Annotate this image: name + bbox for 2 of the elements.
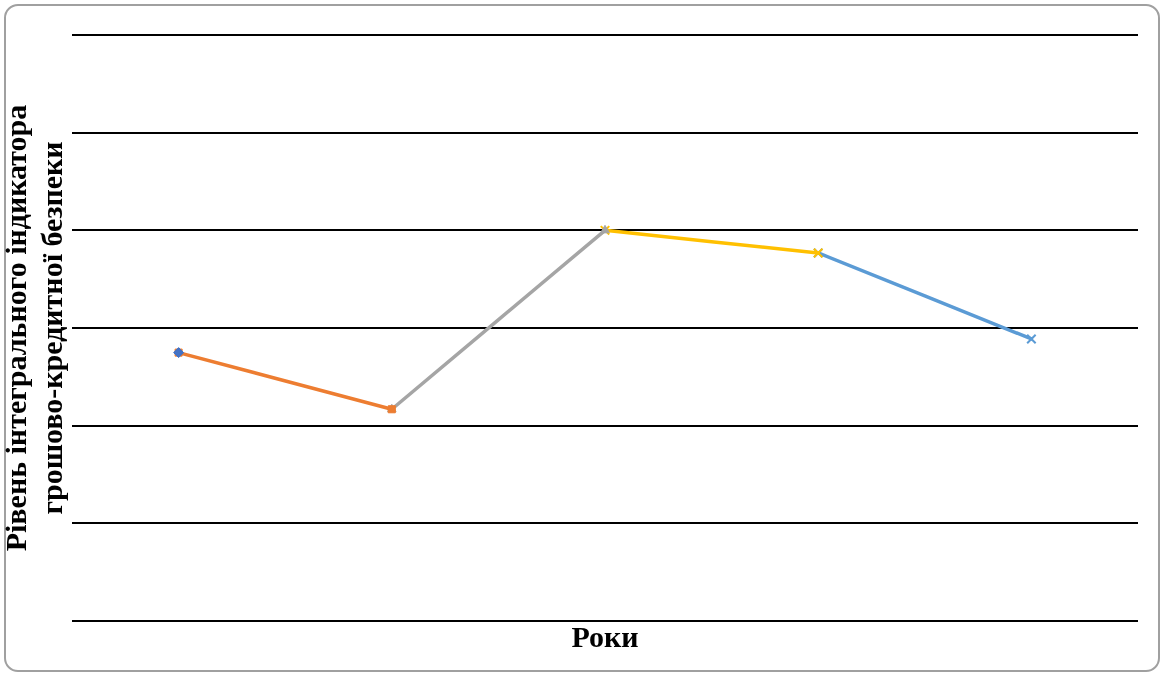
y-axis-title: Рівень інтегрального індикатора грошово-кредитної безпеки [0,104,68,552]
x-axis-title: Роки [571,619,639,653]
